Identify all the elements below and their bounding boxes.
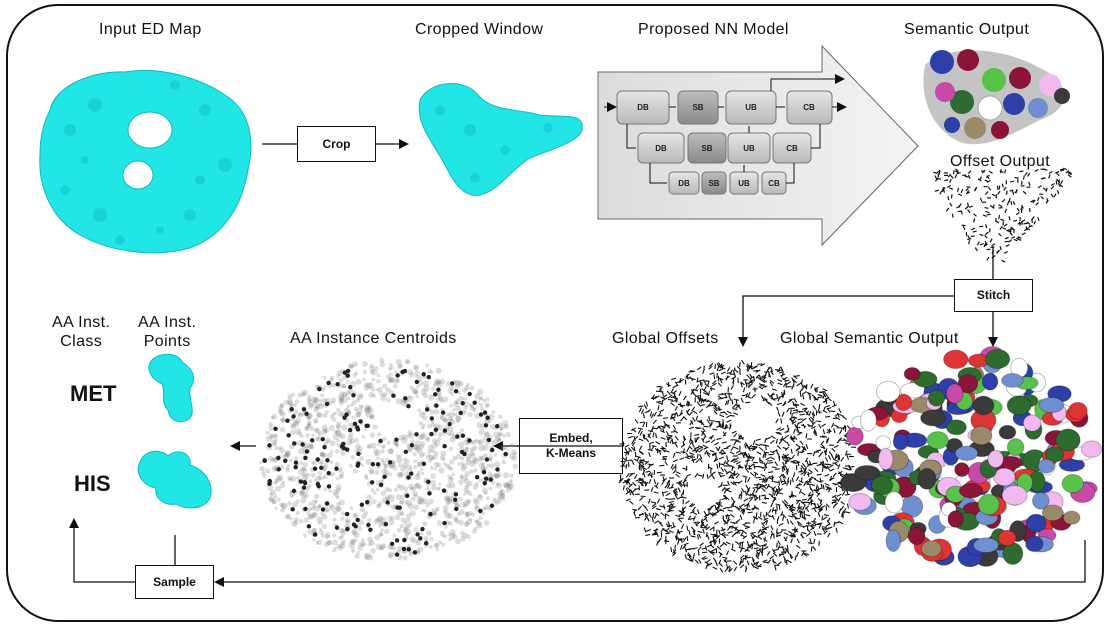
input-density-texture <box>60 80 232 245</box>
nn-block-label: UB <box>745 103 757 112</box>
nn-block-label: SB <box>708 179 719 188</box>
nn-block-label: CB <box>768 179 780 188</box>
inst-class-title: AA Inst. Class <box>52 314 111 350</box>
inst-points-his <box>137 450 212 509</box>
nn-blocks: DB SB UB CB DB SB UB CB DB SB UB CB <box>604 74 847 195</box>
nn-block-label: UB <box>743 144 755 153</box>
input-map-title: Input ED Map <box>99 21 202 38</box>
stitch-step-box: Stitch <box>954 279 1033 312</box>
centroids-title: AA Instance Centroids <box>290 330 457 347</box>
nn-model-title: Proposed NN Model <box>638 21 789 38</box>
nn-block-label: SB <box>692 103 703 112</box>
offset-output-patch <box>933 167 1073 263</box>
semantic-output-patch <box>923 49 1070 145</box>
class-label-met: MET <box>70 381 117 406</box>
cropped-window-title: Cropped Window <box>415 21 544 38</box>
sample-step-box: Sample <box>135 565 214 599</box>
figure-frame <box>6 4 1104 622</box>
nn-block-label: CB <box>803 103 815 112</box>
inst-points-title: AA Inst. Points <box>138 314 197 350</box>
centroids-plot <box>259 357 519 561</box>
nn-block-label: DB <box>637 103 649 112</box>
offset-output-title: Offset Output <box>950 153 1051 170</box>
nn-block-label: DB <box>678 179 690 188</box>
nn-block-label: DB <box>655 144 667 153</box>
global-semantic-plot <box>839 346 1103 568</box>
cropped-density <box>418 83 583 196</box>
class-label-his: HIS <box>74 471 111 496</box>
global-offsets-title: Global Offsets <box>612 330 719 347</box>
global-offsets-plot <box>618 359 861 573</box>
nn-block-label: UB <box>738 179 750 188</box>
input-density-map <box>39 69 252 254</box>
nn-block-label: SB <box>701 144 712 153</box>
global-semantic-title: Global Semantic Output <box>780 330 959 347</box>
semantic-output-title: Semantic Output <box>904 21 1030 38</box>
inst-points-met <box>148 353 195 423</box>
crop-step-box: Crop <box>297 126 376 162</box>
nn-block-label: CB <box>786 144 798 153</box>
